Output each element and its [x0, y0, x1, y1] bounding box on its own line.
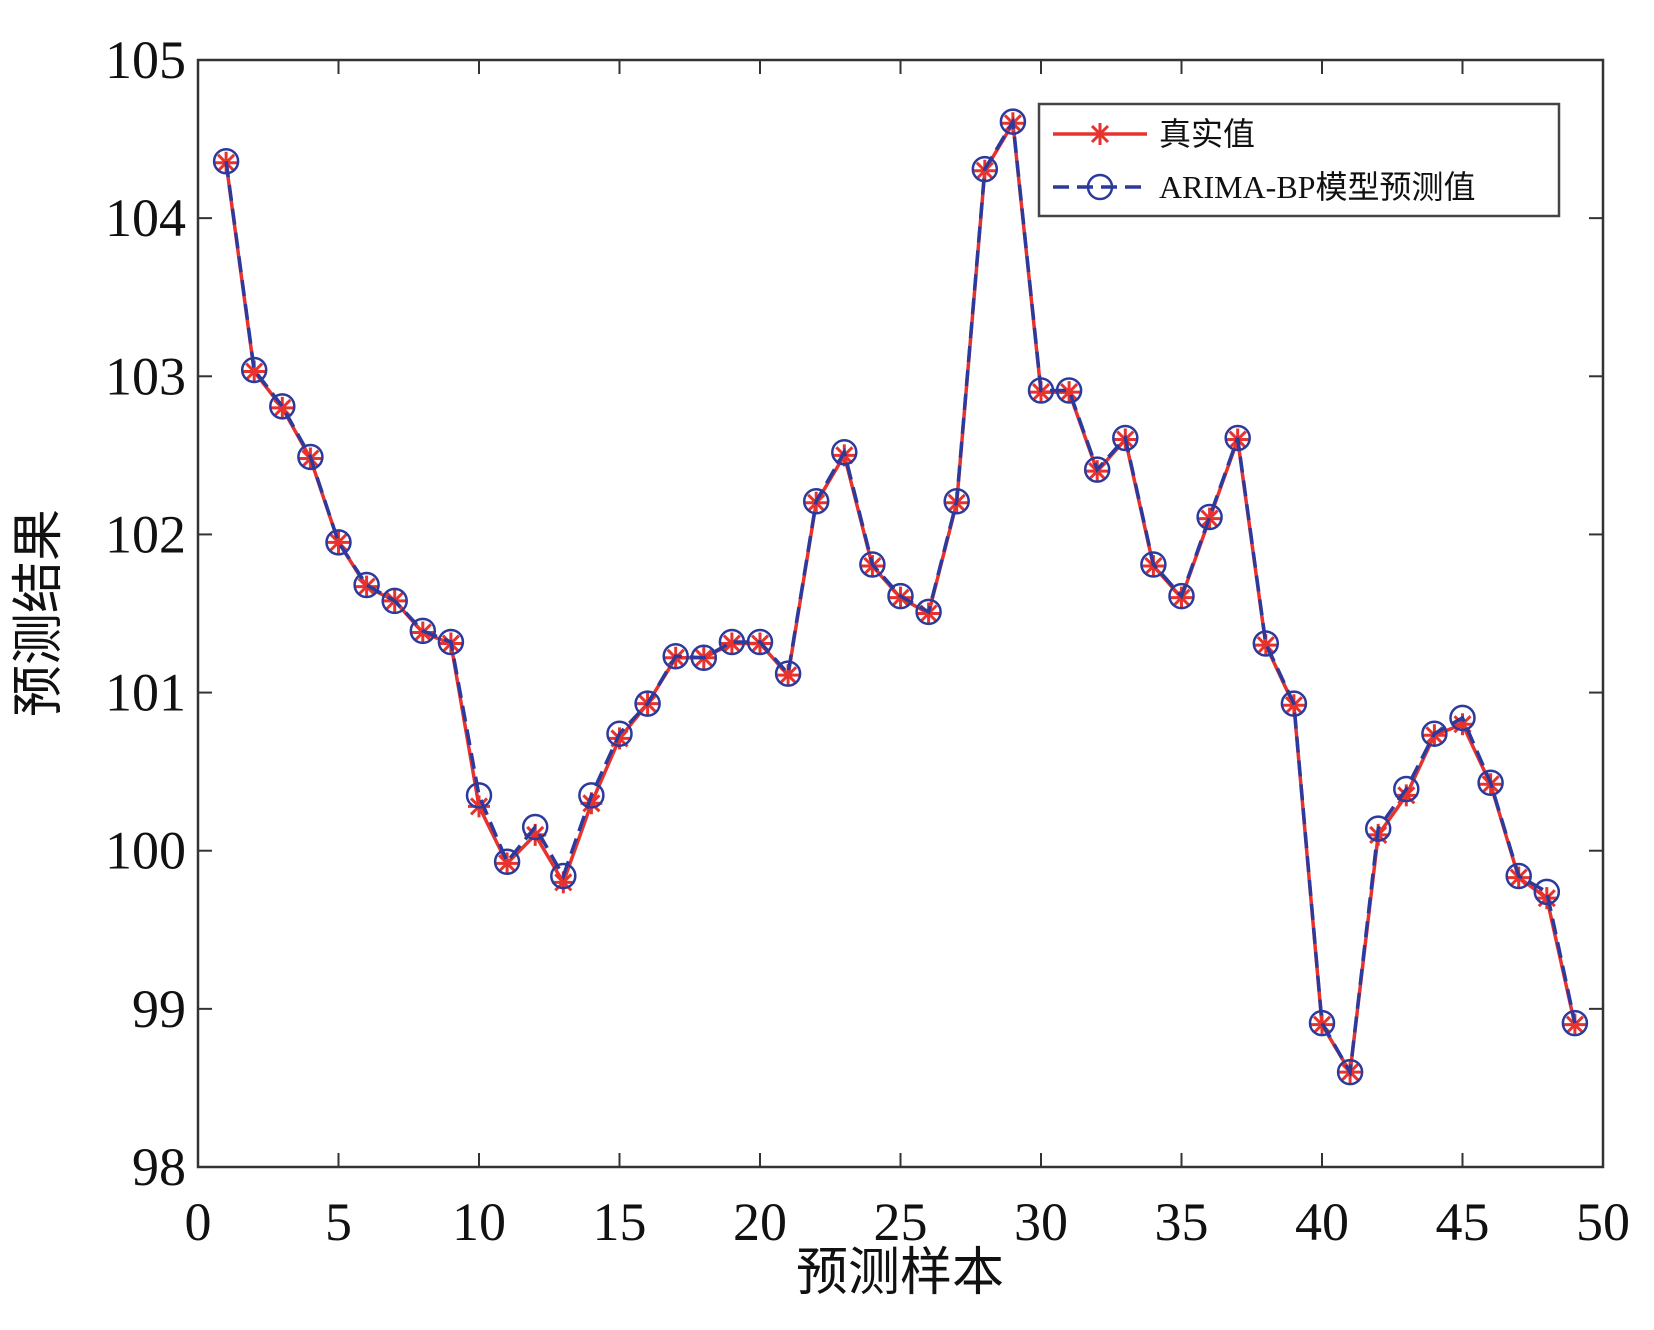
- data-point: [1533, 878, 1561, 906]
- data-point: [1252, 630, 1280, 657]
- data-point: [1280, 690, 1308, 717]
- data-point: [634, 690, 661, 717]
- data-point: [240, 356, 268, 384]
- data-point: [1224, 424, 1251, 452]
- legend-marker: [1089, 123, 1111, 145]
- data-point: [550, 862, 577, 890]
- data-point: [831, 438, 858, 466]
- data-point: [971, 155, 999, 183]
- y-tick-label: 103: [105, 346, 186, 406]
- data-point: [1112, 424, 1139, 452]
- data-point: [353, 571, 380, 599]
- data-point: [774, 660, 802, 687]
- x-tick-label: 50: [1576, 1192, 1630, 1252]
- data-point: [327, 531, 350, 554]
- data-point: [212, 147, 240, 175]
- data-point: [1168, 582, 1195, 610]
- data-point: [493, 848, 521, 876]
- data-point: [1282, 694, 1305, 717]
- plot-frame: [196, 58, 1605, 1169]
- data-point: [746, 628, 774, 656]
- data-point: [690, 644, 718, 672]
- legend-marker: [1086, 173, 1114, 201]
- y-tick-label: 101: [105, 663, 186, 723]
- data-point: [662, 642, 689, 670]
- data-point: [1336, 1058, 1364, 1086]
- data-point: [608, 727, 631, 750]
- data-point: [1058, 381, 1081, 404]
- y-tick-label: 99: [132, 979, 186, 1039]
- x-tick-label: 40: [1295, 1192, 1349, 1252]
- y-tick-label: 105: [105, 30, 186, 90]
- data-point: [1254, 634, 1277, 657]
- data-point: [1055, 377, 1083, 404]
- data-point: [496, 852, 519, 875]
- data-point: [1196, 503, 1223, 531]
- y-tick-label: 98: [132, 1137, 186, 1197]
- data-point: [606, 720, 633, 747]
- data-point: [1027, 377, 1055, 404]
- data-point: [1451, 713, 1474, 736]
- data-point: [437, 628, 465, 656]
- y-tick-label: 102: [105, 504, 186, 564]
- y-tick-label: 104: [105, 188, 186, 248]
- legend-label: 真实值: [1159, 116, 1255, 152]
- data-point: [1561, 1009, 1589, 1037]
- data-point: [1393, 775, 1420, 803]
- data-point: [552, 871, 575, 894]
- y-axis-label: 预测结果: [11, 509, 68, 717]
- x-tick-label: 45: [1436, 1192, 1490, 1252]
- data-point: [887, 582, 914, 610]
- data-point: [718, 628, 746, 656]
- data-point: [720, 632, 743, 655]
- x-tick-label: 15: [593, 1192, 647, 1252]
- x-tick-label: 30: [1014, 1192, 1068, 1252]
- data-point: [409, 617, 437, 645]
- data-point: [777, 664, 800, 687]
- data-point: [465, 782, 493, 809]
- x-tick-label: 10: [452, 1192, 506, 1252]
- data-point: [271, 396, 294, 419]
- data-point: [578, 782, 605, 809]
- data-point: [999, 108, 1027, 135]
- x-tick-label: 35: [1155, 1192, 1209, 1252]
- data-point: [243, 360, 266, 383]
- data-point: [915, 598, 942, 626]
- x-tick-label: 0: [185, 1192, 212, 1252]
- data-point: [1083, 456, 1111, 483]
- x-tick-label: 20: [733, 1192, 787, 1252]
- data-point: [381, 587, 408, 615]
- data-point: [297, 443, 324, 471]
- data-point: [269, 393, 296, 420]
- data-point: [1563, 1013, 1586, 1036]
- data-point: [1477, 769, 1504, 796]
- data-point: [1395, 784, 1418, 807]
- y-tick-label: 100: [105, 821, 186, 881]
- data-point: [524, 823, 547, 846]
- data-point: [802, 487, 830, 515]
- data-point: [1308, 1009, 1336, 1037]
- series-line: [224, 116, 1577, 1078]
- data-point: [943, 487, 970, 515]
- data-point: [521, 813, 549, 841]
- data-point: [1505, 862, 1532, 890]
- x-tick-label: 25: [874, 1192, 928, 1252]
- x-tick-label: 5: [325, 1192, 352, 1252]
- legend-box: [1037, 102, 1561, 218]
- data-point: [580, 792, 603, 815]
- legend-label: ARIMA-BP模型预测值: [1159, 169, 1475, 205]
- x-axis-label: 预测样本: [796, 1245, 1004, 1302]
- data-point: [859, 551, 886, 578]
- data-point: [1449, 704, 1476, 732]
- data-point: [325, 529, 352, 556]
- data-point: [1421, 720, 1448, 747]
- data-point: [1364, 815, 1392, 842]
- data-point: [1140, 551, 1167, 578]
